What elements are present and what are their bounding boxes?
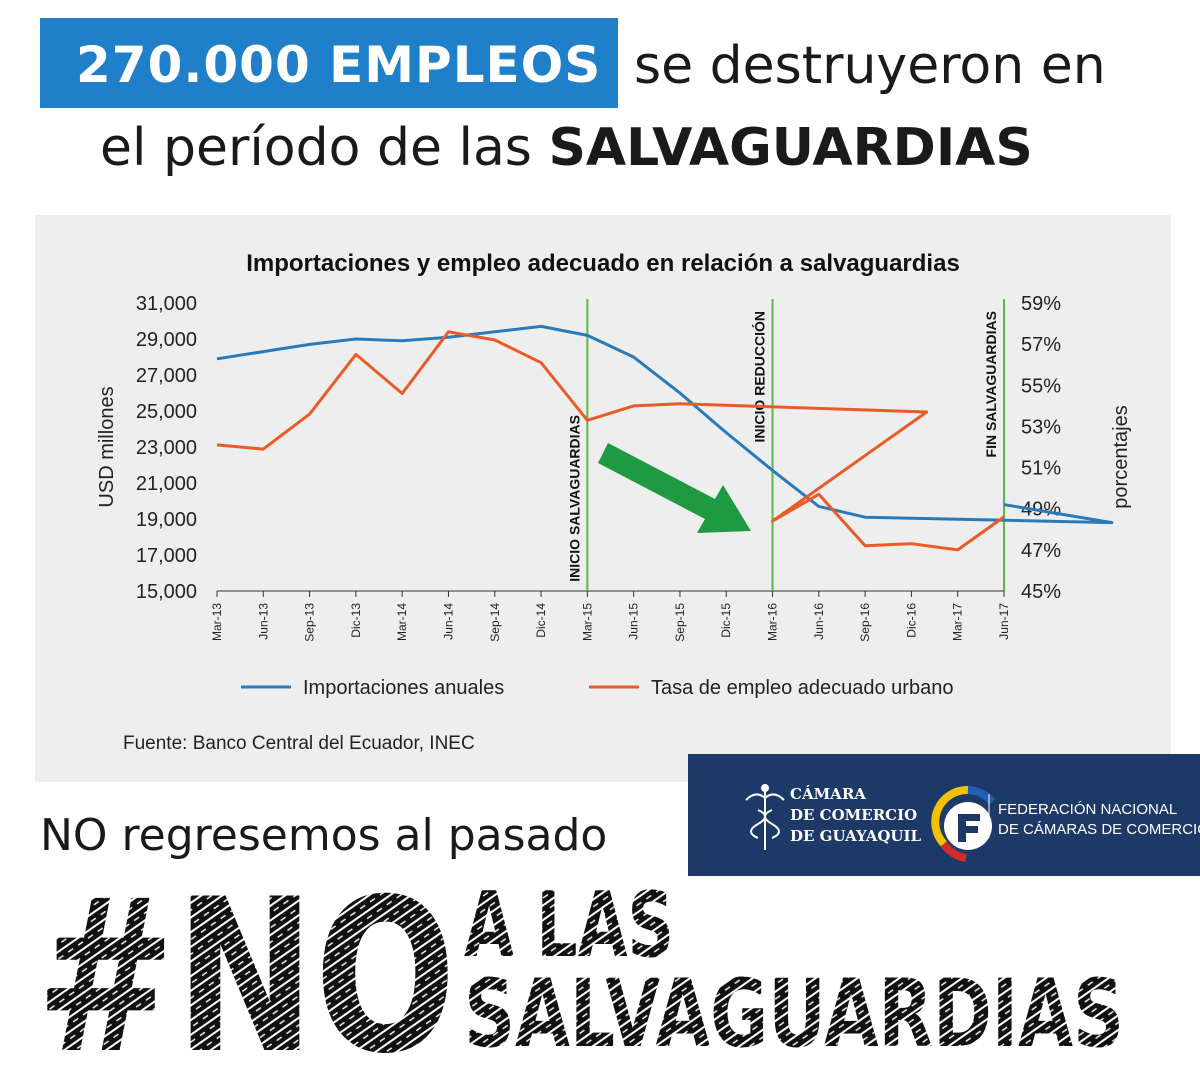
hashtag-graphic: #NO A LAS SALVAGUARDIAS [36,880,1124,1060]
ccg-line-3: DE GUAYAQUIL [790,827,922,845]
headline-line2-prefix: el período de las [100,118,549,178]
chart-source: Fuente: Banco Central del Ecuador, INEC [123,733,475,754]
y2-tick-label: 57% [1021,334,1061,356]
x-tick-label: Mar-14 [395,603,409,641]
hashtag-line-2: SALVAGUARDIAS [464,960,1124,1060]
ccg-line-2: DE COMERCIO [790,806,918,824]
y2-axis-label: porcentajes [1110,405,1132,508]
chart-title: Importaciones y empleo adecuado en relac… [246,250,960,277]
x-tick-label: Mar-13 [210,603,224,641]
ccg-line-1: CÁMARA [790,785,866,803]
headline-highlight: 270.000 EMPLEOS [76,36,602,94]
series-line-employment [216,330,1005,552]
y-axis-label: USD millones [96,386,118,507]
x-tick-label: Sep-15 [673,603,687,642]
y-tick-label: 29,000 [136,329,197,351]
x-tick-label: Sep-14 [488,603,502,642]
headline-highlight-box: 270.000 EMPLEOS [40,18,618,108]
headline-line1-rest: se destruyeron en [634,36,1106,96]
x-tick-label: Mar-17 [951,603,965,641]
y-tick-label: 27,000 [136,365,197,387]
x-tick-label: Mar-15 [580,603,594,641]
x-tick-label: Dic-15 [719,603,733,638]
federation-wordmark: FEDERACIÓN NACIONAL DE CÁMARAS DE COMERC… [998,800,1200,840]
y2-tick-label: 53% [1021,416,1061,438]
event-label: INICIO REDUCCIÓN [751,311,768,442]
fed-line-2: DE CÁMARAS DE COMERCIO [998,821,1200,838]
logo-graphics [745,784,996,862]
x-tick-label: Dic-13 [349,603,363,638]
x-tick-label: Jun-15 [627,603,641,640]
y-tick-label: 31,000 [136,293,197,315]
y2-tick-label: 51% [1021,458,1061,480]
federation-logo-icon [931,785,996,862]
y-tick-label: 23,000 [136,437,197,459]
x-tick-label: Sep-16 [858,603,872,642]
y-tick-label: 19,000 [136,509,197,531]
fed-line-1: FEDERACIÓN NACIONAL [998,801,1178,818]
logo-band [688,754,1200,876]
legend-label: Tasa de empleo adecuado urbano [651,677,953,699]
y2-tick-label: 45% [1021,581,1061,603]
x-tick-label: Jun-16 [812,603,826,640]
x-tick-label: Sep-13 [303,603,317,642]
hashtag-line-1: A LAS [464,880,674,978]
x-tick-label: Jun-17 [997,603,1011,640]
caduceus-icon [745,784,785,850]
legend-label: Importaciones anuales [303,677,504,699]
hashtag-no: #NO [36,880,456,1060]
headline-line2-bold: SALVAGUARDIAS [548,118,1033,178]
trend-arrow-icon [598,443,751,533]
x-tick-label: Jun-14 [441,603,455,640]
x-tick-label: Dic-14 [534,603,548,638]
y-tick-label: 21,000 [136,473,197,495]
x-tick-label: Mar-16 [766,603,780,641]
ccg-wordmark: CÁMARA DE COMERCIO DE GUAYAQUIL [790,784,921,847]
tagline: NO regresemos al pasado [40,810,608,861]
event-label: INICIO SALVAGUARDIAS [566,415,582,582]
x-tick-label: Jun-13 [256,603,270,640]
y2-tick-label: 59% [1021,293,1061,315]
y-tick-label: 17,000 [136,545,197,567]
y-tick-label: 15,000 [136,581,197,603]
y2-tick-label: 55% [1021,375,1061,397]
x-tick-label: Dic-16 [904,603,918,638]
event-label: FIN SALVAGUARDIAS [983,311,999,457]
headline-line2: el período de las SALVAGUARDIAS [100,118,1033,178]
chart: Importaciones y empleo adecuado en relac… [96,250,1132,754]
y-tick-label: 25,000 [136,401,197,423]
y2-tick-label: 47% [1021,540,1061,562]
